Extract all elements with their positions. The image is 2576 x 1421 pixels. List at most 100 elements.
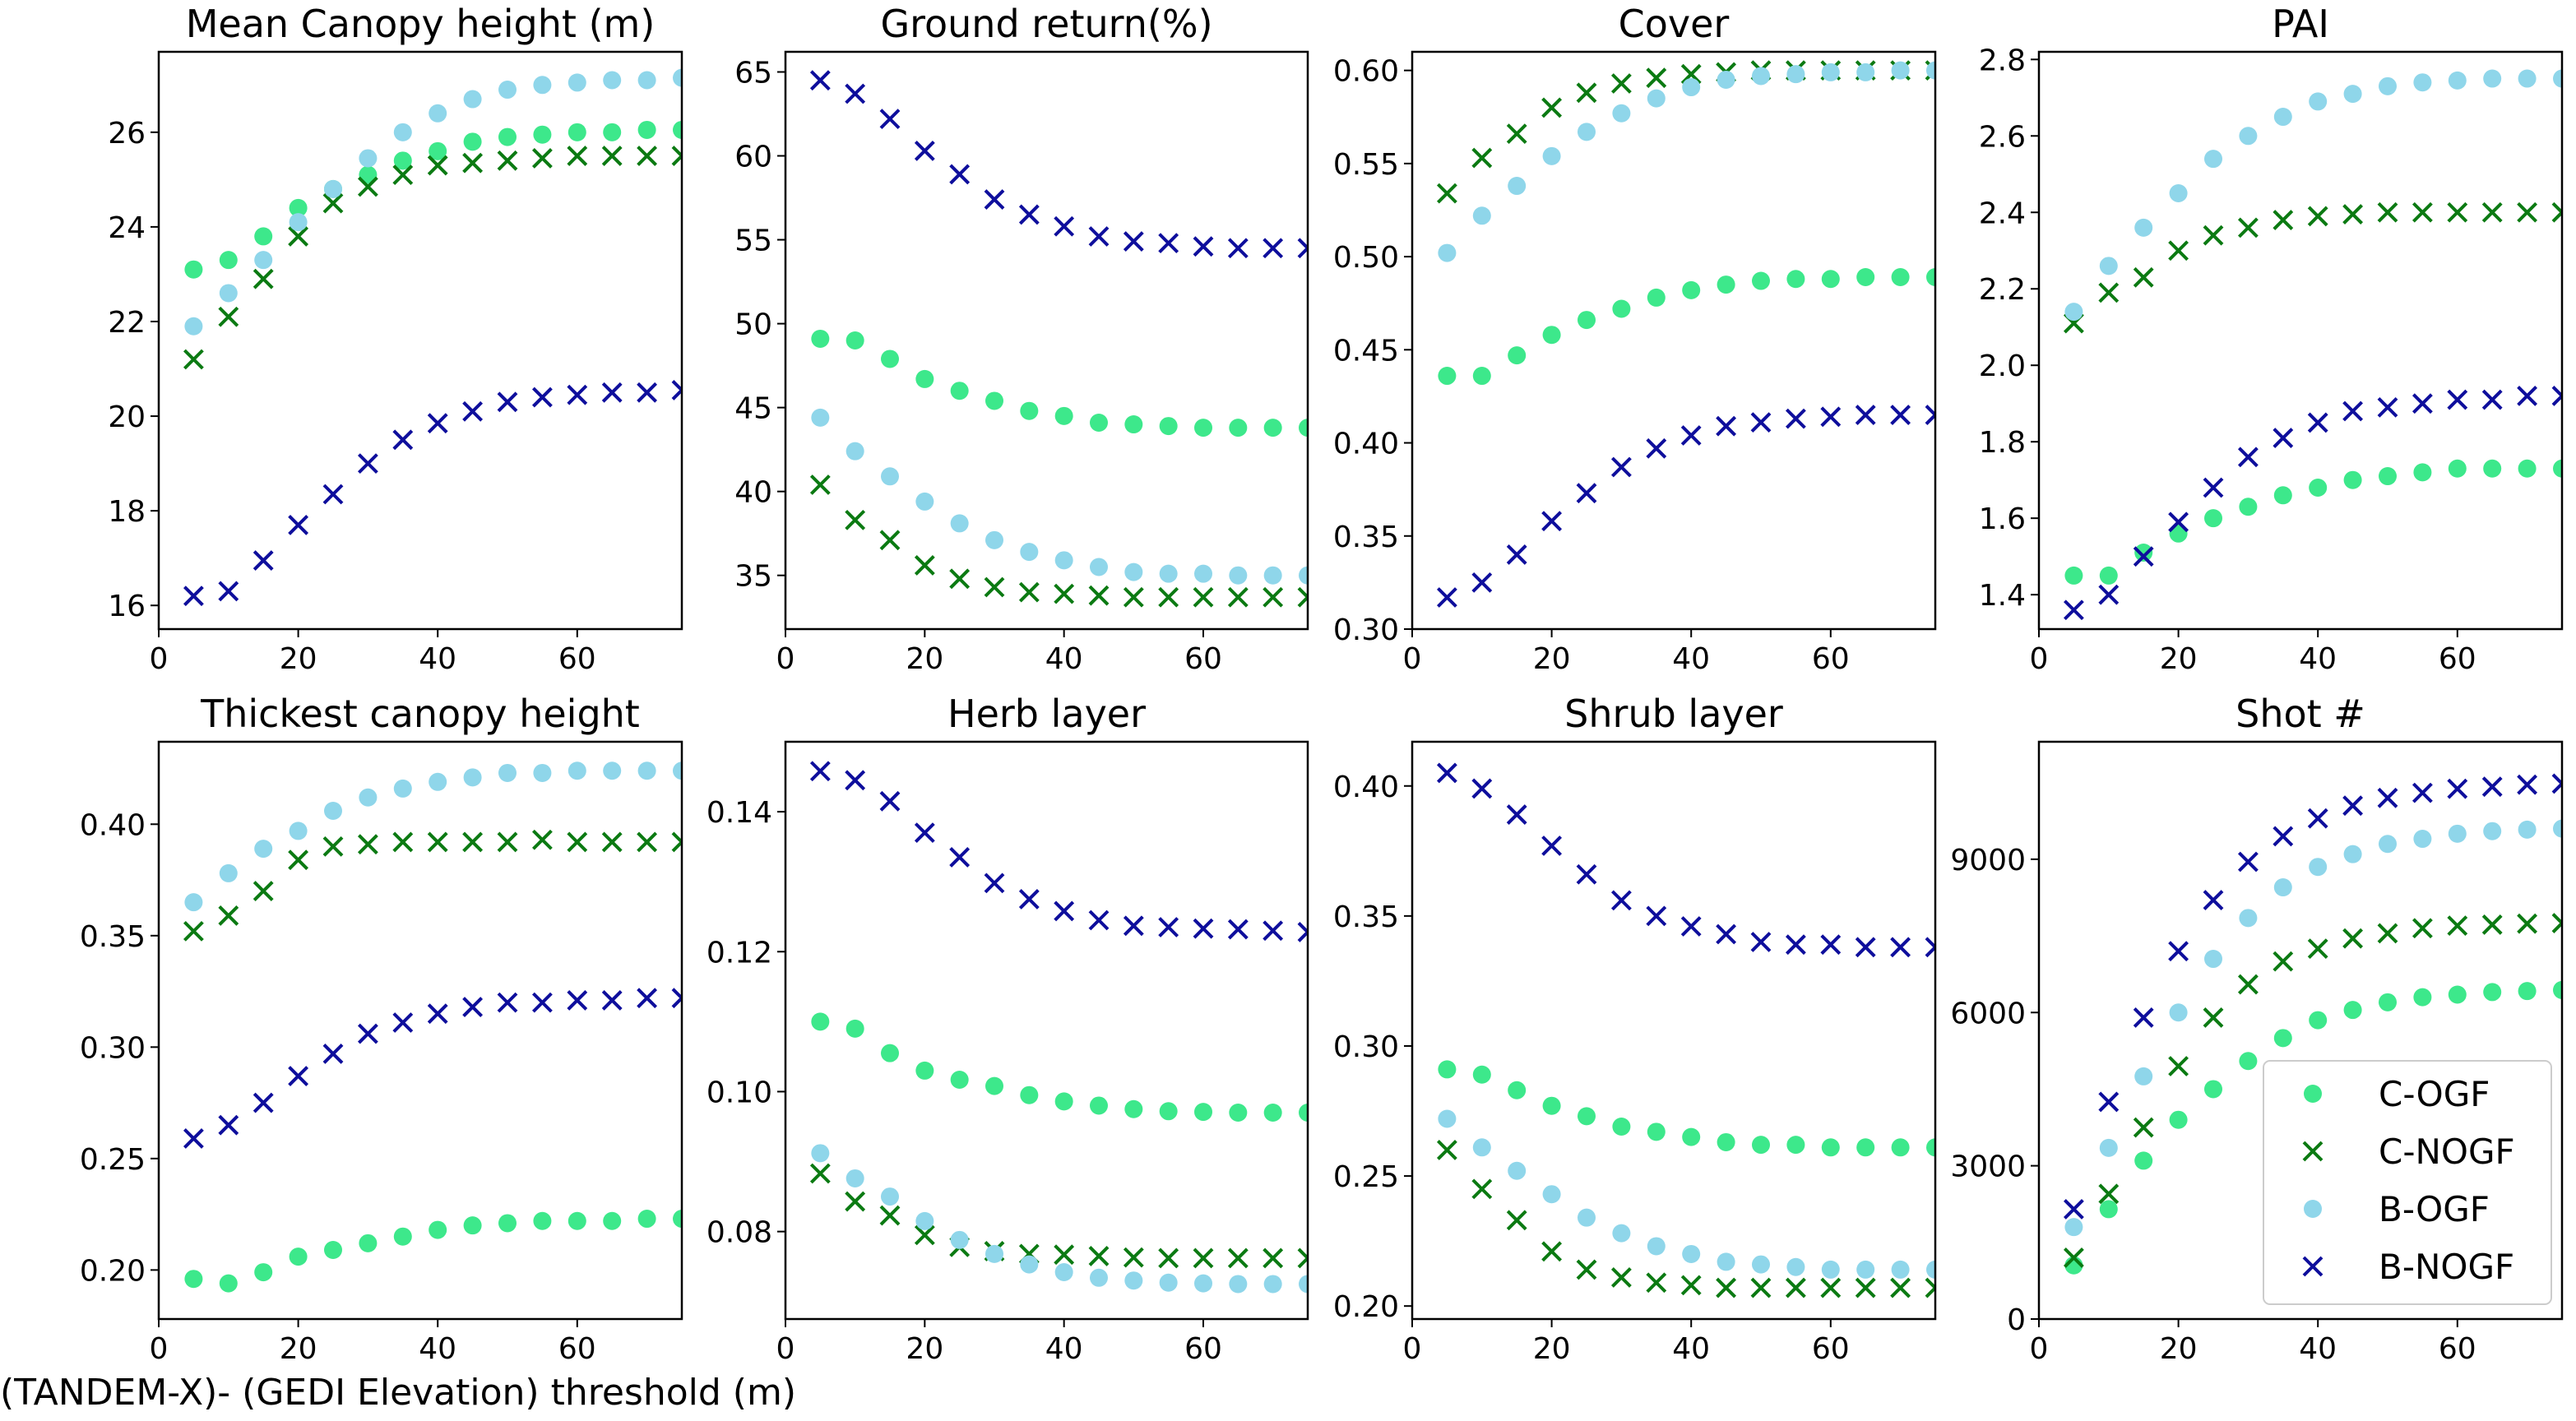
data-point	[1159, 1102, 1178, 1121]
data-point	[1263, 419, 1282, 437]
data-point	[1855, 937, 1876, 958]
y-tick-label: 0.10	[707, 1076, 772, 1109]
y-tick-label: 60	[734, 141, 772, 174]
data-point	[1123, 586, 1144, 608]
data-point	[1716, 1277, 1737, 1298]
data-point	[603, 1211, 622, 1230]
y-tick-label: 0.40	[1333, 428, 1399, 461]
data-point	[1682, 280, 1701, 299]
data-point	[1891, 61, 1910, 80]
data-point	[1576, 863, 1597, 885]
data-point	[1646, 905, 1667, 927]
data-point	[289, 822, 308, 840]
data-point	[811, 1012, 830, 1031]
data-point	[2551, 773, 2562, 794]
data-point	[2309, 1011, 2328, 1030]
data-point	[1786, 1136, 1805, 1155]
data-point	[2551, 913, 2562, 933]
data-point	[2168, 1056, 2189, 1076]
data-point	[1090, 558, 1108, 576]
data-point	[2273, 108, 2292, 127]
data-point	[2307, 938, 2328, 960]
data-point	[2342, 204, 2364, 224]
data-point	[1472, 367, 1491, 386]
data-point	[2447, 389, 2468, 410]
y-tick-label: 0.14	[707, 796, 772, 830]
data-point	[2168, 511, 2189, 533]
x-tick-label: 20	[906, 1332, 943, 1366]
y-tick-label: 3000	[1950, 1150, 2026, 1184]
data-point	[984, 189, 1005, 210]
data-point	[1193, 918, 1214, 939]
subplot-6: Herb layer 0 20 40 60 0.08 0.10 0.12 0.14	[707, 692, 1309, 1366]
y-tick-label: 9000	[1950, 844, 2026, 877]
data-point	[183, 1128, 204, 1149]
data-point	[288, 225, 309, 247]
data-point	[531, 829, 553, 850]
data-point	[1054, 1244, 1075, 1266]
data-point	[1820, 1277, 1842, 1298]
data-point	[1054, 1092, 1073, 1111]
data-point	[463, 132, 482, 151]
series-B-NOGF	[183, 380, 682, 607]
data-point	[879, 1205, 901, 1226]
data-point	[2518, 982, 2537, 1001]
y-tick-label: 1.4	[1979, 579, 2026, 613]
series-C-NOGF	[183, 146, 682, 370]
y-tick-label: 0.08	[707, 1216, 772, 1250]
axes-frame	[2037, 50, 2564, 631]
data-point	[288, 514, 309, 535]
axes-frame	[1411, 740, 1937, 1321]
data-point	[2237, 974, 2259, 995]
data-point	[915, 492, 934, 511]
data-point	[1158, 1247, 1179, 1269]
data-point	[1542, 146, 1561, 165]
data-point	[567, 831, 588, 853]
data-point	[393, 123, 412, 141]
data-point	[1647, 1237, 1666, 1256]
data-point	[1646, 437, 1667, 459]
y-tick-label: 1.8	[1979, 426, 2026, 460]
axes-frame	[2037, 740, 2564, 1321]
data-point	[1299, 419, 1308, 437]
y-tick-label: 0.30	[80, 1031, 146, 1065]
data-point	[2307, 808, 2328, 829]
data-point	[2099, 566, 2118, 585]
y-tick-label: 0.30	[1333, 1030, 1399, 1064]
data-point	[1752, 271, 1770, 290]
x-tick-label: 60	[2439, 642, 2476, 676]
data-point	[533, 1211, 552, 1230]
data-point	[1752, 1255, 1770, 1274]
data-point	[2169, 1003, 2188, 1022]
data-point	[1124, 415, 1143, 434]
data-point	[1716, 415, 1737, 437]
data-point	[1610, 1266, 1632, 1288]
y-tick-label: 65	[734, 56, 772, 90]
series-C-OGF	[1438, 1060, 1935, 1157]
axes-frame	[157, 740, 683, 1321]
series-C-NOGF	[1436, 1140, 1935, 1298]
data-point	[1647, 89, 1666, 108]
data-point	[2553, 819, 2562, 838]
data-point	[359, 165, 378, 184]
plot-area	[183, 68, 682, 607]
data-point	[1750, 412, 1772, 433]
data-point	[1436, 762, 1457, 784]
data-point	[497, 831, 518, 853]
data-point	[1890, 937, 1911, 958]
data-point	[288, 849, 309, 871]
series-C-OGF	[2064, 980, 2562, 1275]
data-point	[950, 514, 969, 533]
data-point	[984, 576, 1005, 598]
data-point	[846, 1169, 864, 1187]
series-C-NOGF	[809, 474, 1308, 608]
data-point	[637, 146, 658, 167]
series-B-NOGF	[183, 988, 682, 1149]
data-point	[429, 1220, 447, 1239]
data-point	[1438, 1060, 1457, 1079]
y-tick-label: 6000	[1950, 997, 2026, 1030]
data-point	[1472, 1065, 1491, 1084]
data-point	[533, 76, 552, 95]
data-point	[1926, 1260, 1935, 1279]
data-point	[601, 989, 623, 1011]
